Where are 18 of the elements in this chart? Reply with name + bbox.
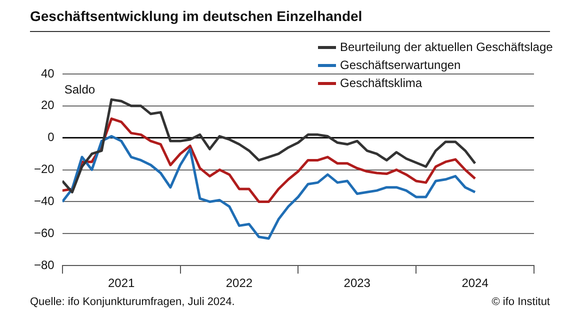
legend-label: Beurteilung der aktuellen Geschäftslage bbox=[340, 40, 553, 54]
y-tick-label: −20 bbox=[34, 162, 55, 176]
y-tick-label: −40 bbox=[34, 194, 55, 208]
text: © ifo Institut bbox=[492, 296, 550, 308]
legend-label: Geschäftsklima bbox=[340, 76, 422, 90]
y-axis-title: Saldo bbox=[64, 82, 96, 96]
x-tick-label: 2022 bbox=[226, 276, 253, 290]
y-tick-label: −80 bbox=[34, 258, 55, 272]
legend-label: Geschäftserwartungen bbox=[340, 58, 461, 72]
x-tick-label: 2024 bbox=[462, 276, 489, 290]
x-tick-label: 2023 bbox=[344, 276, 371, 290]
y-tick-label: −60 bbox=[34, 226, 55, 240]
y-tick-label: 40 bbox=[40, 66, 55, 80]
chart-title: Geschäftsentwicklung im deutschen Einzelhandel bbox=[30, 8, 362, 24]
y-tick-label: 20 bbox=[40, 98, 55, 112]
x-tick-label: 2021 bbox=[108, 276, 135, 290]
y-tick-label: 0 bbox=[48, 130, 55, 144]
source-note: Quelle: ifo Konjunkturumfragen, Juli 2024. bbox=[30, 296, 235, 308]
